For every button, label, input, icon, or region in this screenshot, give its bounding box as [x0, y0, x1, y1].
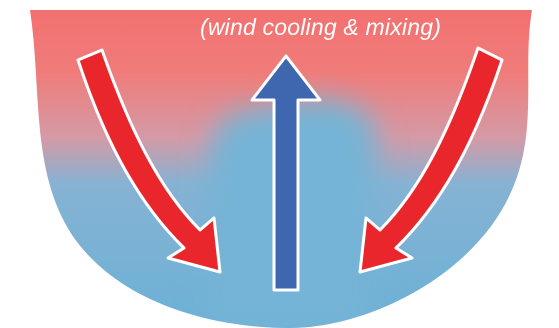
- left-downwelling-arrow: [76, 48, 222, 274]
- diagram-caption: (wind cooling & mixing): [200, 14, 442, 40]
- right-downwelling-arrow: [358, 46, 504, 274]
- center-upwelling-arrow: [250, 54, 322, 292]
